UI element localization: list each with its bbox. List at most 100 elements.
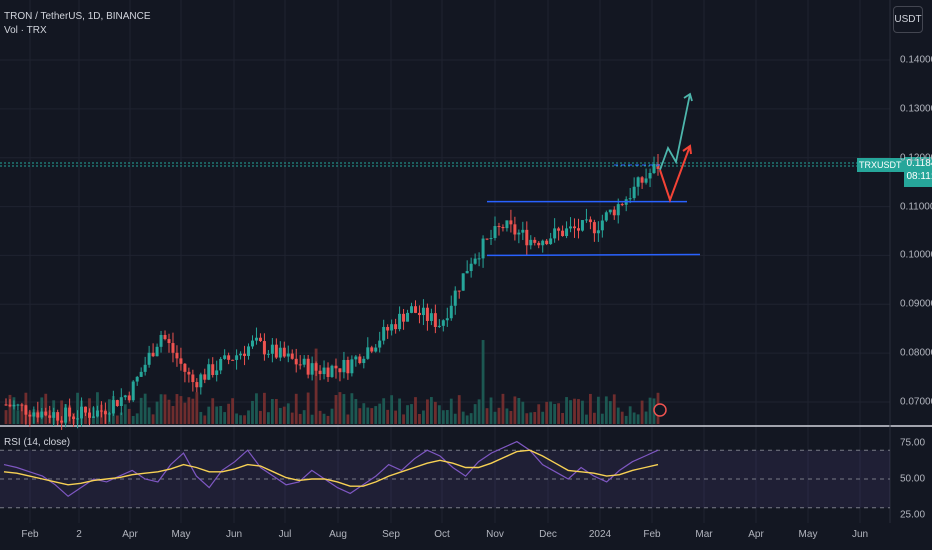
candle-body: [68, 407, 72, 417]
candle-body: [493, 226, 497, 239]
volume-bar: [370, 408, 374, 424]
volume-bar: [433, 401, 437, 424]
volume-bar: [406, 405, 409, 424]
candle-body: [294, 358, 298, 365]
volume-bar: [334, 395, 338, 424]
candle-body: [565, 228, 569, 237]
candle-body: [203, 374, 207, 380]
time-tick-label: 2: [76, 529, 82, 540]
candle-body: [533, 239, 537, 243]
candle-body: [326, 367, 330, 377]
volume-bar: [589, 393, 592, 424]
candle-body: [28, 414, 32, 417]
time-tick-label: Apr: [748, 529, 764, 540]
volume-bar: [286, 403, 290, 424]
volume-bar: [465, 415, 469, 424]
volume-bar: [338, 392, 342, 424]
volume-bar: [592, 412, 596, 424]
candle-body: [584, 219, 588, 221]
volume-bar: [398, 398, 401, 424]
volume-bar: [581, 400, 584, 424]
volume-bar: [290, 412, 294, 424]
volume-bar: [501, 393, 505, 424]
volume-bar: [437, 405, 441, 424]
volume-bar: [123, 404, 127, 424]
candle-body: [215, 370, 219, 375]
candle-body: [179, 358, 183, 364]
candle-body: [76, 418, 80, 420]
projection-up-arrow: [659, 93, 691, 171]
volume-bar: [489, 397, 493, 424]
candle-body: [612, 209, 616, 216]
time-tick-label: Feb: [643, 529, 661, 540]
volume-bar: [469, 413, 473, 424]
candle-body: [243, 353, 247, 356]
volume-bar: [131, 415, 135, 424]
candle-body: [95, 410, 99, 417]
candle-body: [310, 363, 314, 375]
candle-body: [219, 358, 223, 371]
candle-body: [362, 358, 366, 364]
volume-bar: [640, 400, 644, 424]
candle-body: [99, 410, 103, 412]
candle-body: [266, 353, 270, 355]
candle-body: [258, 337, 262, 342]
volume-bar: [139, 397, 143, 424]
volume-bar: [310, 414, 314, 424]
volume-bar: [644, 411, 648, 424]
candle-body: [330, 365, 334, 377]
price-tick-label: 0.07000: [900, 396, 932, 408]
projection-up-arrowhead: [683, 92, 693, 102]
time-tick-label: May: [171, 529, 191, 540]
volume-bar: [199, 411, 203, 424]
candle-body: [290, 353, 294, 359]
candle-body: [449, 305, 453, 319]
volume-bar: [302, 410, 306, 424]
candle-body: [334, 365, 338, 369]
candle-body: [509, 220, 513, 225]
candle-body: [111, 400, 115, 414]
volume-bar: [493, 411, 497, 424]
price-tag-countdown: 08:11:50: [906, 171, 932, 182]
volume-bar: [517, 397, 521, 424]
price-tick-label: 0.11000: [900, 201, 932, 213]
candle-body: [322, 367, 326, 375]
candle-body: [445, 318, 449, 321]
volume-bar: [223, 412, 227, 424]
rsi-tick-label: 50.00: [900, 473, 926, 485]
time-tick-label: Nov: [486, 529, 504, 540]
candle-body: [187, 371, 191, 375]
volume-title: Vol · TRX: [4, 25, 47, 36]
candle-body: [199, 374, 203, 388]
candle-body: [358, 356, 362, 364]
candle-body: [20, 404, 24, 406]
volume-bar: [545, 401, 549, 424]
volume-bar: [171, 406, 175, 424]
volume-bar: [378, 403, 382, 424]
candle-body: [32, 412, 36, 417]
candle-body: [513, 224, 517, 235]
candle-body: [386, 326, 390, 331]
candle-body: [231, 359, 235, 361]
currency-button[interactable]: USDT: [893, 6, 923, 33]
volume-bar: [473, 404, 477, 424]
volume-bar: [553, 403, 557, 424]
volume-bar: [314, 348, 318, 424]
rsi-band: [0, 450, 890, 508]
candle-body: [398, 313, 402, 330]
time-tick-label: Aug: [329, 529, 347, 540]
candle-body: [576, 228, 580, 231]
time-tick-label: Jun: [851, 529, 869, 540]
candle-body: [561, 230, 565, 237]
candle-body: [378, 340, 382, 348]
volume-bar: [231, 398, 235, 424]
volume-bar: [270, 399, 274, 424]
candle-body: [302, 358, 306, 365]
volume-bar: [390, 395, 394, 424]
volume-bar: [215, 406, 219, 424]
volume-bar: [457, 395, 461, 424]
volume-bar: [485, 408, 489, 424]
candle-body: [425, 307, 429, 321]
